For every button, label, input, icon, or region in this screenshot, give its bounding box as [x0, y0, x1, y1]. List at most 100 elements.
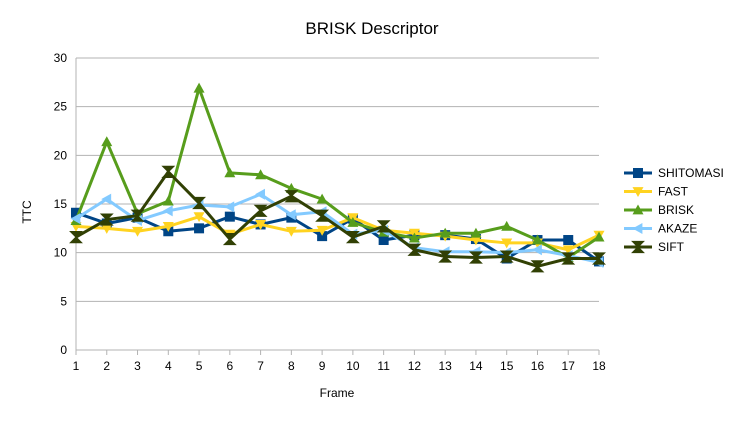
x-tick-label: 8 — [288, 359, 295, 373]
data-point — [376, 220, 391, 233]
x-tick-label: 2 — [103, 359, 110, 373]
legend: SHITOMASI FAST BRISK AKAZE SIFT — [624, 166, 724, 254]
data-point — [255, 169, 267, 180]
x-axis-label: Frame — [320, 386, 355, 400]
data-point — [438, 250, 453, 263]
data-point — [562, 245, 574, 256]
data-point — [222, 232, 237, 246]
series-sift — [69, 165, 606, 273]
legend-label: SHITOMASI — [658, 166, 724, 180]
marker-shape — [130, 209, 145, 222]
legend-entry: SIFT — [624, 240, 685, 254]
data-point — [162, 205, 173, 217]
legend-marker — [632, 187, 644, 197]
data-point — [470, 235, 482, 246]
data-point — [316, 225, 328, 236]
y-axis-label: TTC — [20, 200, 34, 224]
y-tick-label: 15 — [54, 197, 68, 211]
data-point — [193, 212, 205, 223]
x-tick-label: 15 — [500, 359, 514, 373]
marker-shape — [438, 250, 453, 263]
x-tick-label: 12 — [408, 359, 422, 373]
data-point — [317, 231, 328, 242]
data-point — [316, 193, 328, 204]
data-point — [501, 238, 513, 249]
data-point — [408, 232, 420, 243]
x-tick-label: 1 — [73, 359, 80, 373]
legend-entry: FAST — [624, 185, 689, 199]
legend-marker — [633, 168, 643, 178]
y-tick-label: 30 — [54, 51, 68, 65]
data-point — [499, 250, 514, 263]
series-group — [69, 82, 606, 273]
marker-shape — [407, 243, 422, 256]
legend-marker — [632, 223, 643, 234]
grid — [76, 57, 599, 351]
data-point — [192, 196, 207, 210]
x-tick-label: 11 — [377, 359, 390, 373]
data-point — [285, 226, 297, 237]
marker-shape — [376, 220, 391, 233]
series-line — [75, 211, 600, 263]
data-point — [378, 235, 389, 246]
data-point — [70, 213, 81, 225]
x-tick-label: 7 — [257, 359, 264, 373]
data-point — [194, 223, 205, 234]
data-point — [593, 231, 605, 242]
x-tick-label: 3 — [134, 359, 141, 373]
data-point — [101, 136, 113, 147]
marker-shape — [161, 165, 176, 178]
x-tick-label: 9 — [319, 359, 326, 373]
data-point — [224, 201, 235, 213]
data-point — [101, 223, 113, 234]
data-point — [407, 243, 422, 256]
legend-label: AKAZE — [658, 222, 697, 236]
marker-shape — [561, 252, 576, 265]
marker-shape — [69, 230, 83, 244]
x-tick-label: 18 — [592, 359, 606, 373]
x-tick-label: 17 — [562, 359, 576, 373]
data-point — [501, 220, 513, 231]
legend-marker — [631, 240, 645, 254]
marker-shape — [631, 240, 645, 254]
legend-label: FAST — [658, 185, 689, 199]
data-point — [345, 230, 360, 244]
marker-shape — [192, 196, 207, 210]
marker-shape — [468, 251, 483, 264]
data-point — [130, 209, 145, 222]
data-point — [99, 213, 114, 226]
y-tick-label: 0 — [60, 343, 67, 357]
data-point — [531, 234, 543, 245]
data-point — [71, 207, 81, 218]
data-point — [255, 220, 267, 230]
data-point — [161, 165, 176, 178]
data-point — [315, 209, 330, 222]
data-point — [468, 251, 483, 264]
x-tick-label: 16 — [531, 359, 545, 373]
data-point — [255, 188, 265, 200]
data-point — [531, 244, 542, 256]
x-tick-label: 13 — [438, 359, 452, 373]
data-point — [561, 252, 576, 265]
marker-shape — [253, 204, 268, 217]
data-point — [284, 190, 299, 203]
data-point — [132, 226, 144, 237]
legend-marker — [632, 204, 644, 215]
marker-shape — [222, 232, 237, 246]
y-tick-label: 20 — [54, 148, 68, 162]
y-tick-label: 25 — [54, 100, 68, 114]
data-point — [470, 227, 482, 238]
legend-label: BRISK — [658, 203, 694, 217]
series-brisk — [70, 82, 605, 262]
data-point — [162, 221, 174, 232]
marker-shape — [284, 190, 299, 203]
data-point — [592, 252, 606, 265]
y-tick-label: 10 — [54, 246, 68, 260]
marker-shape — [499, 250, 514, 263]
legend-entry: AKAZE — [624, 222, 697, 236]
data-point — [563, 235, 574, 246]
chart-title: BRISK Descriptor — [305, 19, 439, 38]
data-point — [162, 195, 174, 206]
